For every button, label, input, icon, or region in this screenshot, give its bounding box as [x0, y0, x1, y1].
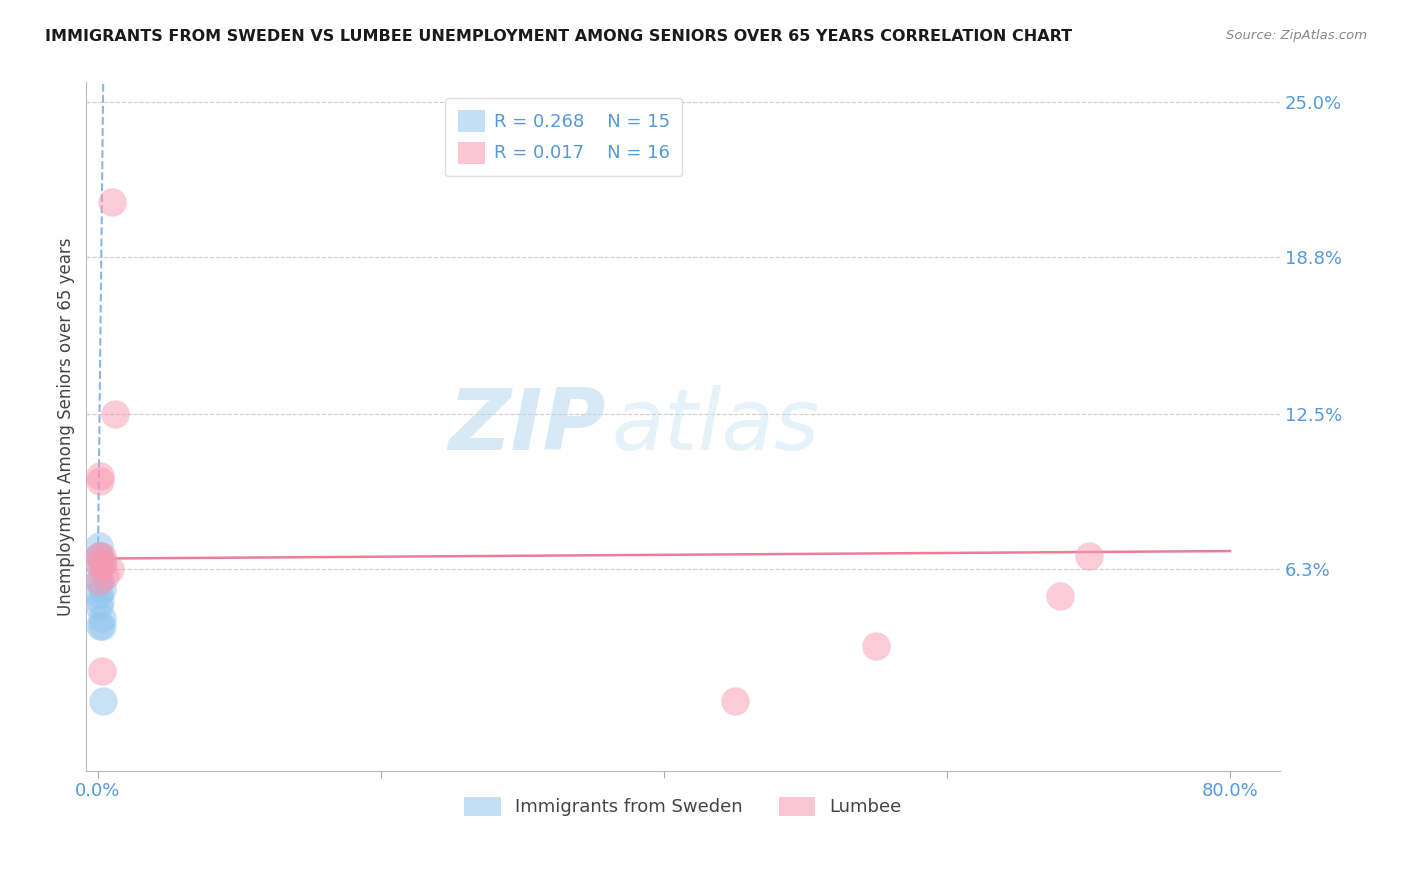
Text: atlas: atlas [612, 384, 820, 467]
Point [89, 474, 111, 488]
Point [93, 569, 115, 583]
Point [1049, 589, 1071, 603]
Point [90, 557, 112, 571]
Point [89, 549, 111, 563]
Point [100, 194, 122, 209]
Point [90, 611, 112, 625]
Point [724, 694, 747, 708]
Point [90, 582, 112, 596]
Point [87, 557, 110, 571]
Text: ZIP: ZIP [447, 384, 606, 467]
Y-axis label: Unemployment Among Seniors over 65 years: Unemployment Among Seniors over 65 years [58, 237, 75, 615]
Point [89, 594, 111, 608]
Legend: Immigrants from Sweden, Lumbee: Immigrants from Sweden, Lumbee [457, 789, 908, 823]
Text: IMMIGRANTS FROM SWEDEN VS LUMBEE UNEMPLOYMENT AMONG SENIORS OVER 65 YEARS CORREL: IMMIGRANTS FROM SWEDEN VS LUMBEE UNEMPLO… [45, 29, 1073, 44]
Point [87, 574, 110, 588]
Point [87, 574, 110, 588]
Point [89, 619, 111, 633]
Point [89, 574, 111, 588]
Point [1077, 549, 1099, 563]
Point [865, 639, 887, 653]
Point [87, 599, 110, 613]
Point [104, 407, 127, 421]
Point [98, 561, 121, 575]
Point [91, 557, 114, 571]
Text: Source: ZipAtlas.com: Source: ZipAtlas.com [1226, 29, 1367, 42]
Point [90, 619, 112, 633]
Point [87, 557, 110, 571]
Point [91, 694, 114, 708]
Point [90, 549, 112, 563]
Point [89, 469, 111, 483]
Point [87, 539, 110, 553]
Point [87, 586, 110, 600]
Point [87, 549, 110, 563]
Point [90, 664, 112, 678]
Point [87, 549, 110, 563]
